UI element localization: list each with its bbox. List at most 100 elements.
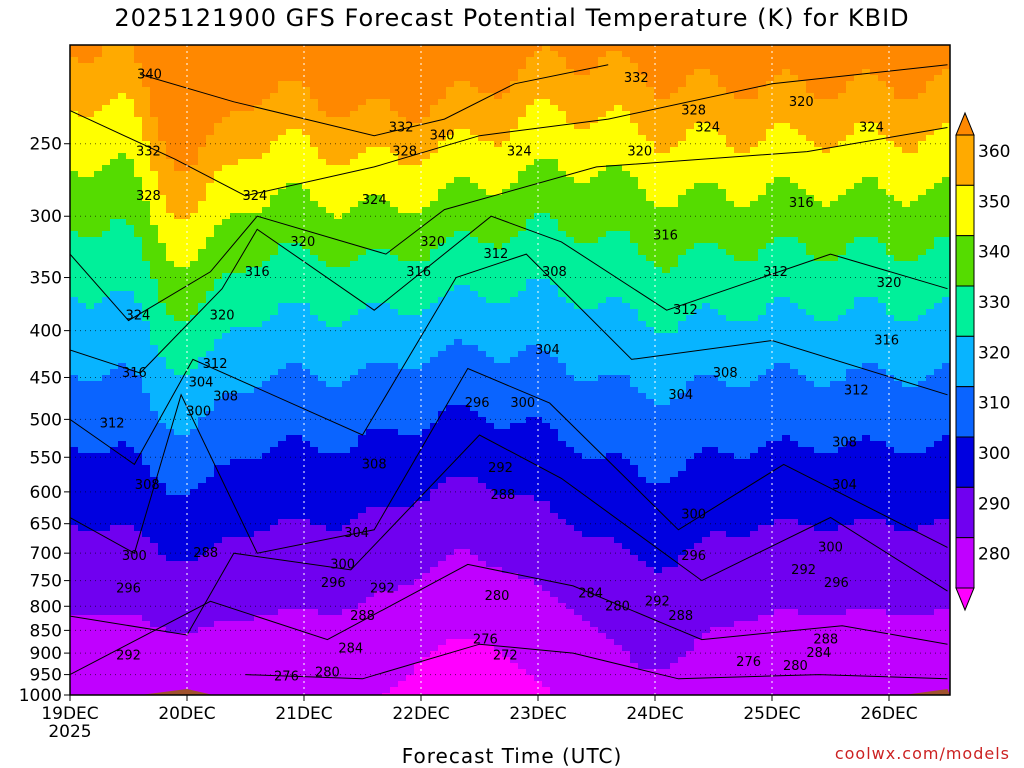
field-cell: [246, 543, 255, 550]
field-cell: [294, 501, 303, 508]
field-cell: [206, 609, 215, 616]
field-cell: [382, 267, 391, 274]
field-cell: [326, 105, 335, 112]
field-cell: [118, 681, 127, 688]
field-cell: [86, 75, 95, 82]
field-cell: [382, 159, 391, 166]
field-cell: [422, 111, 431, 118]
field-cell: [214, 555, 223, 562]
field-cell: [190, 243, 199, 250]
field-cell: [270, 381, 279, 388]
field-cell: [110, 75, 119, 82]
field-cell: [294, 585, 303, 592]
field-cell: [102, 327, 111, 334]
field-cell: [110, 387, 119, 394]
field-cell: [430, 489, 439, 496]
field-cell: [150, 261, 159, 268]
field-cell: [390, 423, 399, 430]
field-cell: [174, 135, 183, 142]
field-cell: [422, 561, 431, 568]
field-cell: [334, 231, 343, 238]
field-cell: [430, 327, 439, 334]
field-cell: [278, 99, 287, 106]
field-cell: [390, 45, 399, 52]
field-cell: [158, 177, 167, 184]
field-cell: [302, 315, 311, 322]
field-cell: [310, 663, 319, 670]
field-cell: [118, 75, 127, 82]
field-cell: [110, 531, 119, 538]
field-cell: [102, 81, 111, 88]
field-cell: [78, 177, 87, 184]
field-cell: [374, 363, 383, 370]
field-cell: [206, 477, 215, 484]
field-cell: [390, 513, 399, 520]
field-cell: [182, 441, 191, 448]
field-cell: [126, 45, 135, 52]
field-cell: [134, 453, 143, 460]
field-cell: [422, 393, 431, 400]
field-cell: [206, 657, 215, 664]
field-cell: [390, 159, 399, 166]
field-cell: [78, 303, 87, 310]
field-cell: [110, 309, 119, 316]
field-cell: [382, 603, 391, 610]
field-cell: [302, 495, 311, 502]
field-cell: [342, 111, 351, 118]
chart-title: 2025121900 GFS Forecast Potential Temper…: [114, 4, 910, 32]
field-cell: [254, 333, 263, 340]
field-cell: [398, 147, 407, 154]
field-cell: [190, 441, 199, 448]
field-cell: [246, 621, 255, 628]
field-cell: [158, 657, 167, 664]
field-cell: [134, 651, 143, 658]
field-cell: [342, 345, 351, 352]
field-cell: [174, 129, 183, 136]
field-cell: [158, 249, 167, 256]
field-cell: [246, 519, 255, 526]
field-cell: [270, 651, 279, 658]
field-cell: [126, 675, 135, 682]
field-cell: [222, 321, 231, 328]
field-cell: [334, 639, 343, 646]
field-cell: [118, 615, 127, 622]
field-cell: [174, 561, 183, 568]
field-cell: [86, 645, 95, 652]
field-cell: [422, 195, 431, 202]
field-cell: [398, 135, 407, 142]
field-cell: [286, 135, 295, 142]
field-cell: [302, 45, 311, 52]
field-cell: [422, 135, 431, 142]
field-cell: [350, 69, 359, 76]
field-cell: [374, 219, 383, 226]
field-cell: [326, 579, 335, 586]
field-cell: [278, 279, 287, 286]
field-cell: [358, 393, 367, 400]
field-cell: [398, 159, 407, 166]
field-cell: [294, 555, 303, 562]
field-cell: [214, 669, 223, 676]
field-cell: [430, 291, 439, 298]
field-cell: [118, 195, 127, 202]
field-cell: [102, 309, 111, 316]
field-cell: [70, 123, 79, 130]
field-cell: [78, 531, 87, 538]
field-cell: [374, 657, 383, 664]
field-cell: [270, 489, 279, 496]
field-cell: [366, 345, 375, 352]
field-cell: [262, 525, 271, 532]
field-cell: [318, 213, 327, 220]
field-cell: [182, 543, 191, 550]
field-cell: [278, 525, 287, 532]
field-cell: [158, 609, 167, 616]
field-cell: [422, 411, 431, 418]
field-cell: [326, 693, 335, 695]
field-cell: [414, 147, 423, 154]
field-cell: [254, 81, 263, 88]
field-cell: [230, 141, 239, 148]
field-cell: [102, 291, 111, 298]
field-cell: [390, 261, 399, 268]
field-cell: [302, 669, 311, 676]
field-cell: [310, 129, 319, 136]
field-cell: [262, 669, 271, 676]
